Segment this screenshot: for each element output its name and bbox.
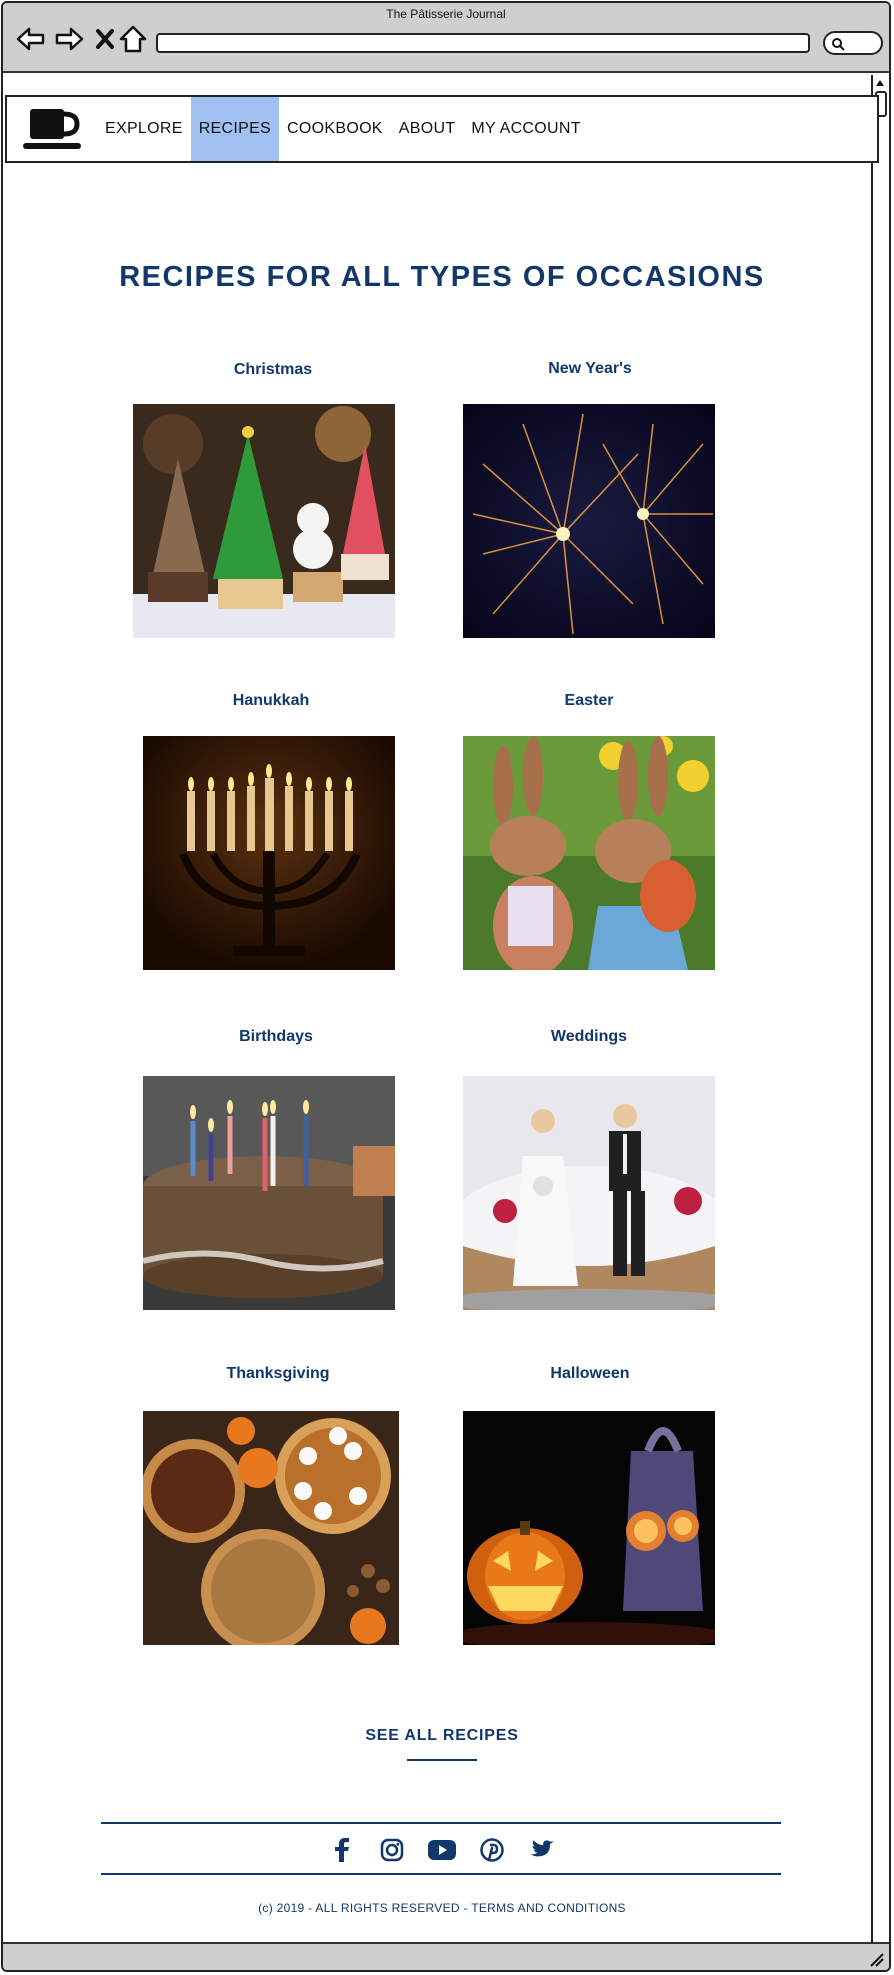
thanksgiving-pies-image[interactable] xyxy=(143,1411,399,1645)
youtube-icon[interactable] xyxy=(427,1835,457,1865)
stop-icon[interactable] xyxy=(89,23,121,55)
back-icon[interactable] xyxy=(15,23,47,55)
nav-cookbook[interactable]: COOKBOOK xyxy=(287,120,383,137)
coffee-cup-logo-icon[interactable] xyxy=(21,105,83,155)
halloween-pumpkin-image[interactable] xyxy=(463,1411,715,1645)
birthday-cake-image[interactable] xyxy=(143,1076,395,1310)
footer-divider-top xyxy=(101,1822,781,1824)
occasion-label-birthdays[interactable]: Birthdays xyxy=(239,1028,313,1045)
footer-copyright[interactable]: (c) 2019 - ALL RIGHTS RESERVED - TERMS A… xyxy=(258,1901,626,1915)
site-header: EXPLORE RECIPES COOKBOOK ABOUT MY ACCOUN… xyxy=(5,95,879,163)
instagram-icon[interactable] xyxy=(377,1835,407,1865)
twitter-icon[interactable] xyxy=(527,1835,557,1865)
occasion-label-christmas[interactable]: Christmas xyxy=(233,361,313,378)
vertical-scrollbar[interactable] xyxy=(871,75,887,1955)
nav-explore[interactable]: EXPLORE xyxy=(105,120,183,137)
occasion-label-hanukkah[interactable]: Hanukkah xyxy=(232,692,310,709)
scroll-up-icon[interactable] xyxy=(874,77,886,89)
window-title: The Pâtisserie Journal xyxy=(386,7,506,21)
browser-search[interactable] xyxy=(823,31,883,55)
nav-about[interactable]: ABOUT xyxy=(398,120,456,137)
browser-chrome: The Pâtisserie Journal xyxy=(3,3,889,73)
social-links xyxy=(3,1835,881,1865)
occasion-label-halloween[interactable]: Halloween xyxy=(550,1365,630,1382)
nav-recipes[interactable]: RECIPES xyxy=(190,97,280,161)
occasion-label-weddings[interactable]: Weddings xyxy=(550,1028,628,1045)
page-title: RECIPES FOR ALL TYPES OF OCCASIONS xyxy=(119,261,765,293)
nav-my-account[interactable]: MY ACCOUNT xyxy=(471,120,581,137)
fireworks-image[interactable] xyxy=(463,404,715,638)
wedding-cake-image[interactable] xyxy=(463,1076,715,1310)
occasion-label-thanksgiving[interactable]: Thanksgiving xyxy=(226,1365,330,1382)
pinterest-icon[interactable] xyxy=(477,1835,507,1865)
browser-status-bar xyxy=(3,1942,889,1970)
occasion-label-easter[interactable]: Easter xyxy=(564,692,614,709)
home-icon[interactable] xyxy=(117,23,149,55)
footer-divider-bottom xyxy=(101,1873,781,1875)
address-bar[interactable] xyxy=(156,33,810,53)
occasion-label-new-years[interactable]: New Year's xyxy=(548,360,632,377)
search-icon xyxy=(832,38,845,51)
christmas-cupcakes-image[interactable] xyxy=(133,404,395,638)
facebook-icon[interactable] xyxy=(327,1835,357,1865)
easter-bunnies-image[interactable] xyxy=(463,736,715,970)
resize-grip-icon[interactable] xyxy=(867,1950,885,1968)
menorah-image[interactable] xyxy=(143,736,395,970)
see-all-underline xyxy=(407,1759,477,1761)
main-nav: EXPLORE RECIPES COOKBOOK ABOUT MY ACCOUN… xyxy=(97,97,589,161)
see-all-recipes-link[interactable]: SEE ALL RECIPES xyxy=(365,1727,519,1744)
forward-icon[interactable] xyxy=(53,23,85,55)
